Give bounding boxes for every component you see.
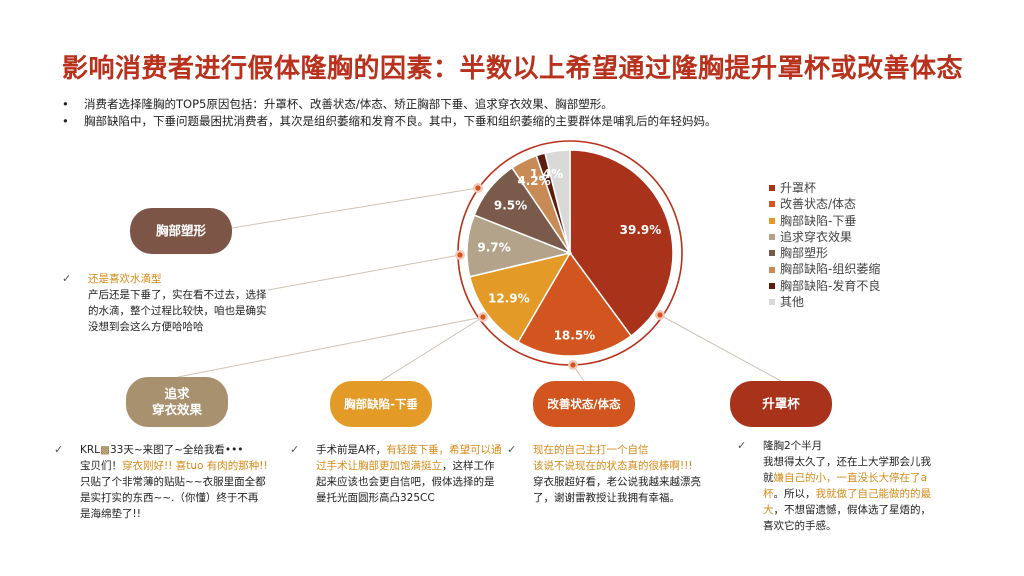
legend-item: 改善状态/体态 — [769, 196, 880, 212]
connector-line — [177, 316, 484, 378]
quote-text: ，不想留遗憾，假体选了星焐的，喜欢它的手感。 — [763, 504, 931, 532]
legend-swatch — [769, 201, 775, 208]
slice-label: 1.4% — [530, 167, 563, 181]
check-icon: ✓ — [54, 443, 64, 456]
slice-label: 39.9% — [620, 223, 662, 237]
chart-legend: 升罩杯改善状态/体态 胸部缺陷-下垂 追求穿衣效果 胸部塑形 胸部缺陷-组织萎缩 胸部缺陷… — [769, 180, 880, 310]
legend-swatch — [769, 299, 775, 306]
legend-swatch — [769, 250, 775, 257]
legend-label: 追求穿衣效果 — [780, 229, 853, 244]
quote-text: 33天~来图了~全给我看 — [109, 444, 225, 456]
check-icon: ✓ — [737, 439, 747, 452]
check-icon: ✓ — [62, 272, 72, 285]
pill-chest-shaping: 胸部塑形 — [130, 208, 232, 254]
legend-swatch — [769, 217, 775, 224]
pie-slice — [468, 251, 572, 344]
quote-text: 宝贝们！ — [80, 460, 122, 472]
legend-label: 胸部缺陷-组织萎缩 — [780, 262, 881, 277]
check-icon: ✓ — [507, 443, 517, 456]
quote-cup: ✓ 隆胸2个半月 我想得太久了，还在上大学那会儿我就嫌自己的小，一直没长大停在了… — [737, 438, 939, 534]
ring-dot — [655, 310, 665, 320]
legend-item: 胸部缺陷-组织萎缩 — [769, 261, 880, 277]
quote-text: 。所以， — [773, 488, 816, 500]
pill-dressing-effect: 追求 穿衣效果 — [126, 377, 228, 427]
legend-swatch — [769, 266, 775, 273]
legend-label: 改善状态/体态 — [780, 197, 857, 212]
legend-label: 胸部塑形 — [780, 246, 829, 261]
quote-highlight: 有轻度下垂，希望可以通过手术让胸部更加饱满挺立 — [316, 444, 502, 472]
quote-text: KRL — [80, 444, 101, 456]
bullet-item: 胸部缺陷中，下垂问题最困扰消费者，其次是组织萎缩和发育不良。其中，下垂和组织萎缩… — [62, 113, 717, 130]
pill-sagging: 胸部缺陷-下垂 — [330, 381, 432, 427]
quote-heading: 隆胸2个半月 — [763, 440, 823, 452]
quote-highlight: 还是喜欢水滴型 — [88, 273, 162, 285]
quote-sagging: ✓ 手术前是A杯，有轻度下垂，希望可以通过手术让胸部更加饱满挺立，这样工作起来应… — [290, 442, 502, 506]
pie-slice — [517, 251, 633, 357]
quote-text: ，这样工作起来应该也会更自信吧，假体选择的是曼托光面圆形高凸325CC — [316, 460, 495, 504]
pill-posture: 改善状态/体态 — [533, 381, 635, 427]
legend-item: 其他 — [769, 294, 880, 310]
legend-item: 追求穿衣效果 — [769, 229, 880, 245]
quote-text: 穿衣服超好看，老公说我越来越漂亮了，谢谢雷教授让我拥有幸福。 — [533, 476, 701, 504]
pie-slice — [544, 149, 571, 254]
quote-text: 产后还是下垂了，实在看不过去，选择的水滴，整个过程比较快，咱也是确实没想到会这么… — [88, 289, 267, 333]
legend-swatch — [769, 185, 775, 192]
quote-highlight: 我就做了自己能做的的最大 — [763, 488, 931, 516]
quote-shaping: ✓ 还是喜欢水滴型 产后还是下垂了，实在看不过去，选择的水滴，整个过程比较快，咱… — [62, 271, 268, 335]
quote-highlight: 现在的自己主打一个自信 该说不说现在的状态真的很棒啊!!! — [533, 444, 693, 472]
legend-label: 胸部缺陷-下垂 — [780, 213, 857, 228]
legend-item: 胸部塑形 — [769, 245, 880, 261]
dots-icon: ••• — [224, 444, 244, 456]
legend-swatch — [769, 234, 775, 241]
quote-highlight: 穿衣刚好!! 喜tuo 有肉的那种!! — [122, 460, 268, 472]
page-title: 影响消费者进行假体隆胸的因素：半数以上希望通过隆胸提升罩杯或改善体态 — [62, 54, 964, 84]
slice-label: 18.5% — [554, 328, 596, 342]
quote-text: 我想得太久了，还在上大学那会儿我就 — [763, 456, 931, 484]
check-icon: ✓ — [290, 443, 300, 456]
pie-slice — [569, 149, 674, 337]
legend-item: 升罩杯 — [769, 180, 880, 196]
slice-label: 12.9% — [488, 291, 530, 305]
connector-line — [267, 254, 461, 291]
legend-swatch — [769, 282, 775, 289]
legend-item: 胸部缺陷-发育不良 — [769, 278, 880, 294]
pill-cup-size: 升罩杯 — [730, 381, 832, 427]
ring-dot — [568, 360, 578, 370]
quote-dressing: ✓ KRL▩33天~来图了~全给我看••• 宝贝们！穿衣刚好!! 喜tuo 有肉… — [54, 442, 268, 522]
legend-label: 升罩杯 — [780, 181, 817, 195]
quote-highlight: 嫌自己的小，一直没长大停在了a杯 — [763, 472, 927, 500]
quote-posture: ✓ 现在的自己主打一个自信 该说不说现在的状态真的很棒啊!!! 穿衣服超好看，老… — [507, 442, 709, 506]
connector-line — [231, 187, 479, 229]
legend-item: 胸部缺陷-下垂 — [769, 213, 880, 229]
connector-line — [659, 314, 782, 382]
slice-label: 9.7% — [477, 241, 510, 255]
quote-text: 手术前是A杯， — [316, 444, 387, 456]
ring-dot — [473, 183, 483, 193]
ring-dot — [455, 250, 465, 260]
bullet-item: 消费者选择隆胸的TOP5原因包括：升罩杯、改善状态/体态、矫正胸部下垂、追求穿衣… — [62, 96, 717, 113]
ring-dot — [478, 312, 488, 322]
quote-text: 只贴了个非常薄的贴贴~~衣服里面全都是实打实的东西~~.（你懂）终于不再是海绵垫… — [80, 476, 266, 520]
slice-label: 4.2% — [517, 174, 550, 188]
summary-bullets: 消费者选择隆胸的TOP5原因包括：升罩杯、改善状态/体态、矫正胸部下垂、追求穿衣… — [62, 96, 717, 130]
slice-label: 9.5% — [494, 198, 527, 212]
legend-label: 胸部缺陷-发育不良 — [780, 278, 881, 293]
legend-label: 其他 — [780, 295, 805, 310]
connector-line — [380, 316, 484, 382]
emoji-icon: ▩ — [100, 444, 110, 456]
